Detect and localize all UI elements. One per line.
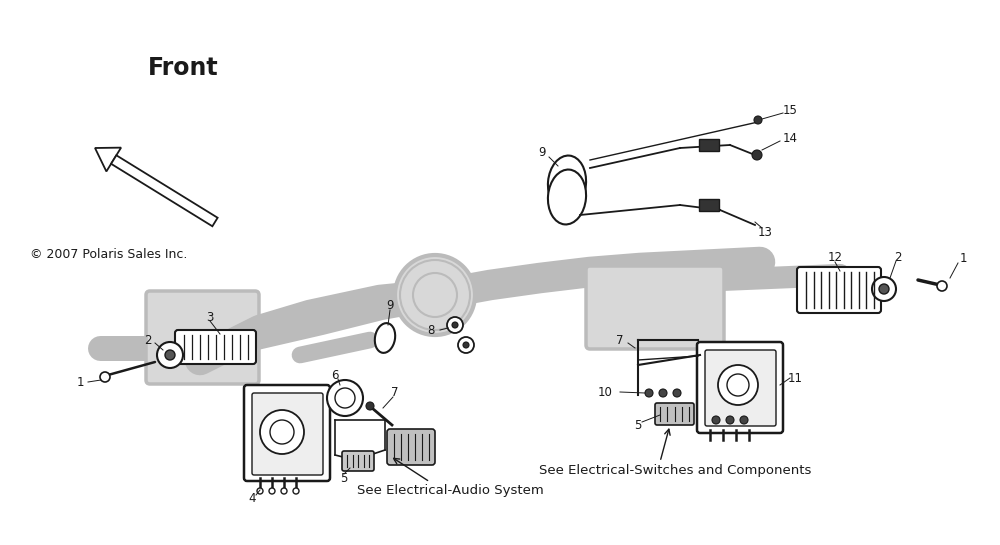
FancyBboxPatch shape xyxy=(797,267,881,313)
Text: 3: 3 xyxy=(206,311,214,324)
FancyBboxPatch shape xyxy=(655,403,694,425)
Circle shape xyxy=(257,488,263,494)
Ellipse shape xyxy=(548,155,586,210)
Text: See Electrical-Switches and Components: See Electrical-Switches and Components xyxy=(539,463,811,476)
FancyBboxPatch shape xyxy=(699,139,719,151)
Circle shape xyxy=(366,402,374,410)
Text: 9: 9 xyxy=(386,299,394,312)
Text: 2: 2 xyxy=(894,251,902,263)
Text: 11: 11 xyxy=(787,372,802,385)
Circle shape xyxy=(740,416,748,424)
Text: 6: 6 xyxy=(331,368,339,381)
Circle shape xyxy=(754,116,762,124)
Circle shape xyxy=(673,389,681,397)
Circle shape xyxy=(327,380,363,416)
Circle shape xyxy=(872,277,896,301)
Text: 4: 4 xyxy=(248,492,256,505)
Circle shape xyxy=(937,281,947,291)
Circle shape xyxy=(395,255,475,335)
Polygon shape xyxy=(95,148,121,172)
Text: 12: 12 xyxy=(827,251,842,263)
Circle shape xyxy=(879,284,889,294)
Text: © 2007 Polaris Sales Inc.: © 2007 Polaris Sales Inc. xyxy=(30,248,187,261)
FancyBboxPatch shape xyxy=(244,385,330,481)
FancyBboxPatch shape xyxy=(146,291,259,384)
Circle shape xyxy=(293,488,299,494)
Circle shape xyxy=(260,410,304,454)
Circle shape xyxy=(447,317,463,333)
Circle shape xyxy=(726,416,734,424)
FancyBboxPatch shape xyxy=(175,330,256,364)
Text: 8: 8 xyxy=(428,324,435,336)
Text: 15: 15 xyxy=(783,104,797,117)
FancyBboxPatch shape xyxy=(705,350,776,426)
Text: 10: 10 xyxy=(598,385,612,398)
Text: Front: Front xyxy=(148,56,219,80)
FancyBboxPatch shape xyxy=(342,451,374,471)
Circle shape xyxy=(269,488,275,494)
Text: 2: 2 xyxy=(144,334,152,347)
Circle shape xyxy=(458,337,474,353)
FancyBboxPatch shape xyxy=(252,393,323,475)
Circle shape xyxy=(752,150,762,160)
FancyBboxPatch shape xyxy=(697,342,783,433)
FancyBboxPatch shape xyxy=(699,199,719,211)
Circle shape xyxy=(281,488,287,494)
FancyBboxPatch shape xyxy=(387,429,435,465)
Circle shape xyxy=(645,389,653,397)
Ellipse shape xyxy=(548,169,586,225)
Circle shape xyxy=(718,365,758,405)
Text: 1: 1 xyxy=(76,376,84,389)
Text: 9: 9 xyxy=(538,146,546,159)
Text: 7: 7 xyxy=(616,334,624,347)
Text: 5: 5 xyxy=(634,419,642,432)
Polygon shape xyxy=(111,155,218,226)
Text: 5: 5 xyxy=(340,471,348,485)
Circle shape xyxy=(452,322,458,328)
Text: 1: 1 xyxy=(959,251,967,264)
Text: 14: 14 xyxy=(782,131,797,144)
Text: 7: 7 xyxy=(391,385,399,398)
Circle shape xyxy=(712,416,720,424)
Text: 13: 13 xyxy=(758,226,772,239)
Circle shape xyxy=(463,342,469,348)
Circle shape xyxy=(157,342,183,368)
Text: See Electrical-Audio System: See Electrical-Audio System xyxy=(357,483,543,496)
FancyBboxPatch shape xyxy=(586,266,724,349)
Circle shape xyxy=(100,372,110,382)
Circle shape xyxy=(165,350,175,360)
Ellipse shape xyxy=(375,323,395,353)
Circle shape xyxy=(659,389,667,397)
